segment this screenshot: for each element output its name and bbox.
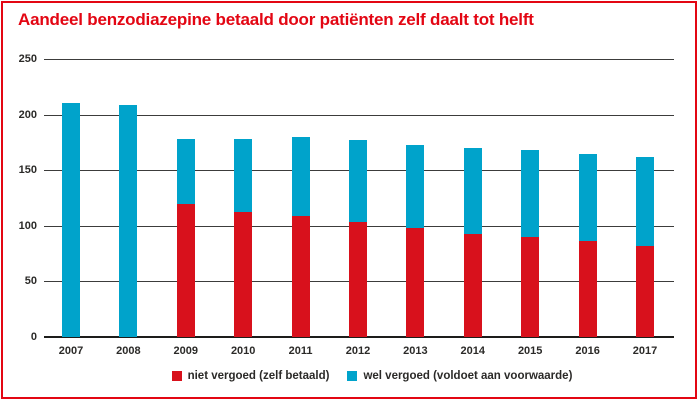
x-axis-tick-2009: 2009: [173, 345, 199, 357]
bar-2012-blue: [349, 140, 367, 223]
y-axis-tick-100: 100: [18, 219, 37, 232]
x-axis-tick-2007: 2007: [58, 345, 84, 357]
x-axis-tick-2010: 2010: [230, 345, 256, 357]
x-axis-tick-2015: 2015: [517, 345, 543, 357]
legend-swatch-blue: [347, 371, 358, 381]
legend: niet vergoed (zelf betaald) wel vergoed (…: [22, 370, 700, 382]
legend-swatch-red: [171, 371, 182, 381]
x-axis-tick-2013: 2013: [403, 345, 428, 357]
gridline-200: [44, 114, 674, 116]
chart-title: Aandeel benzodiazepine betaald door pati…: [18, 10, 534, 29]
legend-label: wel vergoed (voldoet aan voorwaarde): [363, 370, 573, 382]
x-axis-tick-2011: 2011: [288, 345, 313, 357]
bar-2011-red: [291, 215, 310, 337]
bar-2014-blue: [463, 147, 482, 234]
bar-2013-red: [406, 228, 425, 337]
bar-2009-red: [176, 203, 195, 337]
x-axis-tick-2014: 2014: [460, 345, 486, 357]
y-axis-tick-150: 150: [18, 164, 37, 177]
bar-2013-blue: [406, 144, 425, 228]
y-axis-tick-200: 200: [18, 108, 37, 121]
bar-2014-red: [463, 233, 482, 337]
legend-item-blue: wel vergoed (voldoet aan voorwaarde): [347, 370, 572, 382]
gridline-0: [44, 336, 674, 338]
bar-2017-blue: [636, 156, 654, 246]
bar-2010-red: [234, 212, 253, 337]
legend-item-red: niet vergoed (zelf betaald): [171, 370, 330, 382]
y-axis-tick-50: 50: [24, 275, 37, 288]
y-axis-tick-0: 0: [30, 331, 37, 343]
gridline-250: [44, 59, 674, 60]
y-axis-tick-250: 250: [18, 53, 37, 65]
bar-2011-blue: [291, 136, 310, 216]
legend-label: niet vergoed (zelf betaald): [187, 370, 330, 382]
x-axis-tick-2012: 2012: [345, 345, 371, 357]
bar-2015-blue: [521, 150, 540, 237]
bar-2017-red: [636, 245, 654, 337]
x-axis-tick-2016: 2016: [575, 345, 600, 357]
bar-2009-blue: [176, 139, 195, 204]
bar-2007-blue: [62, 103, 80, 337]
bar-2015-red: [521, 236, 540, 337]
x-axis-tick-2008: 2008: [116, 345, 141, 357]
x-axis-tick-2017: 2017: [632, 345, 658, 357]
bar-2012-red: [349, 222, 367, 337]
bar-2016-red: [578, 241, 597, 337]
bar-2010-blue: [234, 139, 253, 213]
bar-2016-blue: [578, 153, 597, 242]
bar-2008-blue: [119, 104, 138, 337]
